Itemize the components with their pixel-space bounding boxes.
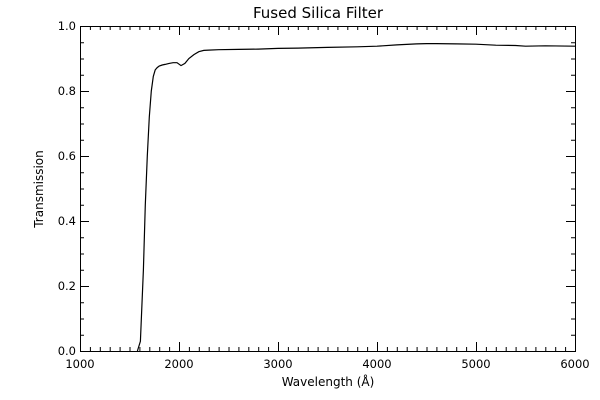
x-tick-label: 6000 bbox=[560, 357, 589, 371]
x-tick-label: 3000 bbox=[263, 357, 292, 371]
y-tick-label: 0.4 bbox=[58, 214, 76, 228]
chart-title: Fused Silica Filter bbox=[253, 4, 384, 22]
ticks-layer bbox=[80, 26, 576, 352]
x-axis-label: Wavelength (Å) bbox=[282, 374, 375, 389]
y-tick-label: 0.8 bbox=[58, 84, 76, 98]
series-line bbox=[136, 43, 576, 352]
x-tick-label: 1000 bbox=[65, 357, 94, 371]
y-axis-label: Transmission bbox=[32, 150, 46, 229]
x-tick-label: 2000 bbox=[164, 357, 193, 371]
y-tick-label: 0.0 bbox=[58, 344, 76, 358]
x-tick-label: 4000 bbox=[362, 357, 391, 371]
x-tick-label: 5000 bbox=[461, 357, 490, 371]
y-tick-label: 0.2 bbox=[58, 279, 76, 293]
y-tick-label: 0.6 bbox=[58, 149, 76, 163]
plot-frame bbox=[80, 26, 576, 352]
y-tick-label: 1.0 bbox=[58, 19, 76, 33]
x-tick-labels: 1000 2000 3000 4000 5000 6000 bbox=[65, 357, 589, 371]
y-tick-labels: 0.0 0.2 0.4 0.6 0.8 1.0 bbox=[58, 19, 76, 358]
